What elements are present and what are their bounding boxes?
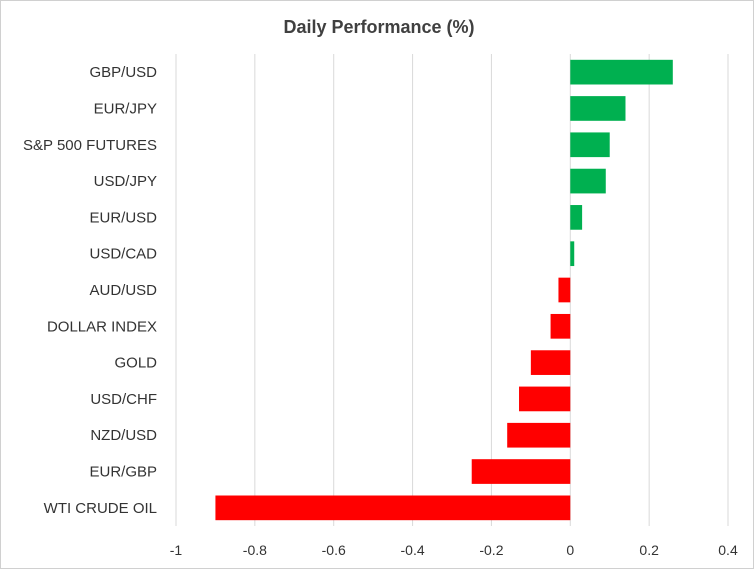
grid-lines	[175, 54, 729, 526]
x-tick-label: -1	[170, 542, 183, 558]
x-tick-label: 0.2	[639, 542, 659, 558]
category-label: USD/CHF	[90, 391, 157, 408]
category-label: EUR/JPY	[94, 100, 157, 117]
x-tick-label: 0.4	[718, 542, 738, 558]
bar	[570, 59, 673, 85]
bar	[507, 422, 571, 448]
x-tick-labels: -1 -0.8 -0.6 -0.4 -0.2 0 0.2 0.4	[170, 542, 738, 558]
x-tick-label: -0.8	[243, 542, 267, 558]
bar	[570, 205, 583, 230]
x-tick-label: 0	[566, 542, 574, 558]
bar	[471, 459, 571, 484]
bar	[550, 313, 571, 339]
chart-title: Daily Performance (%)	[283, 17, 474, 37]
bars	[215, 59, 673, 521]
category-label: GOLD	[114, 355, 157, 372]
bar	[570, 132, 610, 158]
bar	[215, 495, 571, 521]
bar	[519, 386, 571, 412]
category-label: USD/CAD	[89, 246, 157, 263]
category-label: NZD/USD	[90, 427, 157, 444]
bar	[558, 277, 571, 303]
bar	[570, 96, 626, 121]
x-tick-label: -0.4	[401, 542, 425, 558]
category-label: WTI CRUDE OIL	[44, 500, 157, 517]
category-label: DOLLAR INDEX	[47, 318, 157, 335]
bar	[530, 350, 571, 375]
category-label: EUR/USD	[89, 209, 157, 226]
category-label: EUR/GBP	[89, 464, 157, 481]
category-label: AUD/USD	[89, 282, 157, 299]
category-labels: GBP/USD EUR/JPY S&P 500 FUTURES USD/JPY EUR/…	[23, 64, 157, 517]
category-label: GBP/USD	[89, 64, 157, 81]
category-label: USD/JPY	[94, 173, 157, 190]
bar	[570, 241, 575, 267]
x-tick-label: -0.6	[322, 542, 346, 558]
category-label: S&P 500 FUTURES	[23, 137, 157, 154]
bar	[570, 168, 606, 194]
x-tick-label: -0.2	[479, 542, 503, 558]
